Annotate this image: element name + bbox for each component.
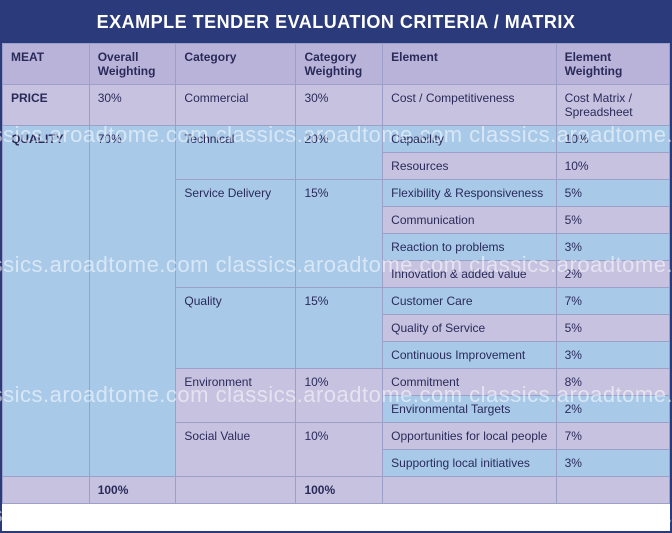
cell: 15% bbox=[296, 180, 383, 288]
cell: 7% bbox=[556, 288, 669, 315]
cell bbox=[176, 477, 296, 504]
table-row: 100% 100% bbox=[3, 477, 670, 504]
col-header-0: MEAT bbox=[3, 44, 90, 85]
watermark-text: classics.aroadtome.com classics.aroadtom… bbox=[0, 502, 672, 528]
evaluation-matrix-frame: EXAMPLE TENDER EVALUATION CRITERIA / MAT… bbox=[0, 0, 672, 533]
cell bbox=[556, 477, 669, 504]
cell: Continuous Improvement bbox=[383, 342, 556, 369]
cell: 3% bbox=[556, 450, 669, 477]
cell: Flexibility & Responsiveness bbox=[383, 180, 556, 207]
cell: 5% bbox=[556, 180, 669, 207]
cell: 8% bbox=[556, 369, 669, 396]
cell: 10% bbox=[556, 153, 669, 180]
table-row: QUALITY70%Technical20%Capability10% bbox=[3, 126, 670, 153]
cell: Capability bbox=[383, 126, 556, 153]
cell: QUALITY bbox=[3, 126, 90, 477]
cell: 3% bbox=[556, 234, 669, 261]
cell: Commercial bbox=[176, 85, 296, 126]
cell: 20% bbox=[296, 126, 383, 180]
cell: Reaction to problems bbox=[383, 234, 556, 261]
cell: 100% bbox=[89, 477, 176, 504]
cell: Environmental Targets bbox=[383, 396, 556, 423]
cell: Cost / Competitiveness bbox=[383, 85, 556, 126]
cell: 70% bbox=[89, 126, 176, 477]
cell: Opportunities for local people bbox=[383, 423, 556, 450]
title-bar: EXAMPLE TENDER EVALUATION CRITERIA / MAT… bbox=[2, 2, 670, 43]
cell: Quality of Service bbox=[383, 315, 556, 342]
cell: 10% bbox=[556, 126, 669, 153]
cell: Technical bbox=[176, 126, 296, 180]
cell: Service Delivery bbox=[176, 180, 296, 288]
title-text: EXAMPLE TENDER EVALUATION CRITERIA / MAT… bbox=[97, 12, 576, 32]
cell: Environment bbox=[176, 369, 296, 423]
col-header-4: Element bbox=[383, 44, 556, 85]
cell bbox=[3, 477, 90, 504]
col-header-3: Category Weighting bbox=[296, 44, 383, 85]
cell: 30% bbox=[89, 85, 176, 126]
cell: Commitment bbox=[383, 369, 556, 396]
cell bbox=[383, 477, 556, 504]
table-head: MEATOverall WeightingCategoryCategory We… bbox=[3, 44, 670, 85]
cell: Cost Matrix / Spreadsheet bbox=[556, 85, 669, 126]
cell: 10% bbox=[296, 369, 383, 423]
cell: Communication bbox=[383, 207, 556, 234]
cell: 3% bbox=[556, 342, 669, 369]
col-header-2: Category bbox=[176, 44, 296, 85]
cell: 100% bbox=[296, 477, 383, 504]
cell: Innovation & added value bbox=[383, 261, 556, 288]
cell: Resources bbox=[383, 153, 556, 180]
cell: Social Value bbox=[176, 423, 296, 477]
cell: Customer Care bbox=[383, 288, 556, 315]
col-header-5: Element Weighting bbox=[556, 44, 669, 85]
cell: 5% bbox=[556, 315, 669, 342]
cell: 2% bbox=[556, 396, 669, 423]
cell: 10% bbox=[296, 423, 383, 477]
cell: 15% bbox=[296, 288, 383, 369]
table-row: PRICE30%Commercial30%Cost / Competitiven… bbox=[3, 85, 670, 126]
cell: 5% bbox=[556, 207, 669, 234]
cell: Quality bbox=[176, 288, 296, 369]
col-header-1: Overall Weighting bbox=[89, 44, 176, 85]
header-row: MEATOverall WeightingCategoryCategory We… bbox=[3, 44, 670, 85]
cell: 2% bbox=[556, 261, 669, 288]
table-body: PRICE30%Commercial30%Cost / Competitiven… bbox=[3, 85, 670, 504]
cell: PRICE bbox=[3, 85, 90, 126]
cell: Supporting local initiatives bbox=[383, 450, 556, 477]
evaluation-table: MEATOverall WeightingCategoryCategory We… bbox=[2, 43, 670, 504]
cell: 7% bbox=[556, 423, 669, 450]
cell: 30% bbox=[296, 85, 383, 126]
